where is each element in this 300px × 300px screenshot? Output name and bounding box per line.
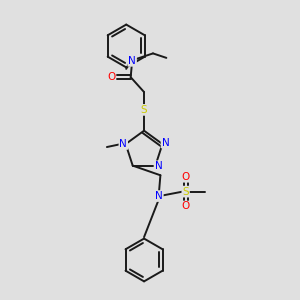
Text: N: N bbox=[161, 137, 169, 148]
Text: O: O bbox=[182, 202, 190, 212]
Text: N: N bbox=[119, 139, 127, 149]
Text: S: S bbox=[182, 187, 189, 196]
Text: N: N bbox=[128, 56, 136, 66]
Text: S: S bbox=[141, 105, 147, 115]
Text: N: N bbox=[154, 161, 162, 171]
Text: O: O bbox=[182, 172, 190, 182]
Text: N: N bbox=[155, 191, 163, 201]
Text: O: O bbox=[107, 72, 116, 82]
